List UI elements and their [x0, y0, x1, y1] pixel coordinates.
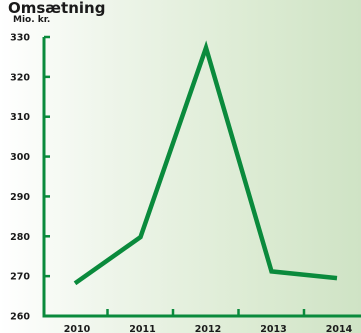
x-tick-label: 2014: [326, 324, 353, 333]
y-tick-label: 330: [10, 33, 30, 44]
series-line: [73, 40, 338, 286]
y-axis-ticks: 260 270 280 290 300 310 320 330: [10, 33, 50, 323]
y-tick-label: 320: [10, 72, 30, 83]
x-axis-ticks: 2010 2011 2012 2013 2014: [64, 309, 353, 333]
y-tick-label: 310: [10, 112, 30, 123]
y-tick-label: 260: [10, 312, 30, 323]
x-tick-label: 2012: [195, 324, 221, 333]
y-tick-label: 270: [10, 272, 30, 283]
y-tick-label: 290: [10, 192, 30, 203]
series-group: [73, 40, 338, 286]
x-tick-label: 2010: [64, 324, 91, 333]
y-axis-unit-label: Mio. kr.: [13, 15, 50, 25]
chart-title: Omsætning: [8, 0, 105, 17]
x-tick-label: 2013: [260, 324, 286, 333]
x-tick-label: 2011: [129, 324, 155, 333]
y-tick-label: 280: [10, 232, 30, 243]
y-tick-label: 300: [10, 152, 30, 163]
axes: [42, 37, 361, 318]
